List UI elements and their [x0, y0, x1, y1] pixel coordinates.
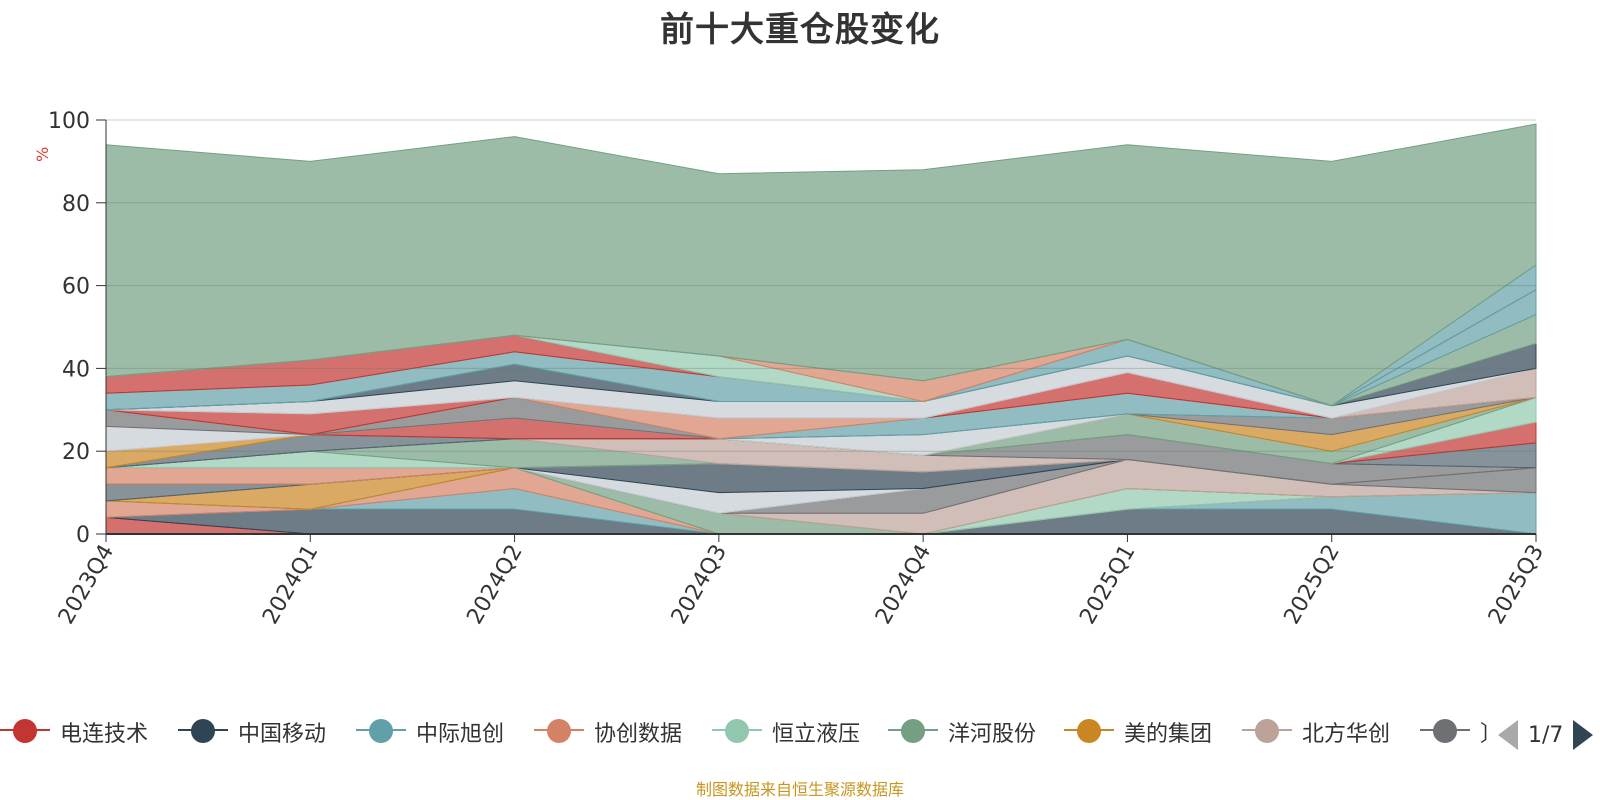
x-tick-label: 2025Q3 — [1484, 541, 1549, 629]
x-tick-label: 2024Q2 — [462, 541, 527, 629]
x-tick-label: 2024Q3 — [667, 541, 732, 629]
x-tick-label: 2025Q2 — [1280, 541, 1345, 629]
legend-dot-icon — [725, 719, 749, 743]
legend-label: 恒立液压 — [772, 722, 861, 747]
x-tick-label: 2025Q1 — [1075, 541, 1140, 629]
y-tick-label: 80 — [62, 192, 90, 217]
legend-label: 电连技术 — [60, 722, 149, 747]
legend-dot-icon — [191, 719, 215, 743]
legend-label: 中际旭创 — [416, 722, 505, 747]
source-note: 制图数据来自恒生聚源数据库 — [695, 780, 904, 799]
legend-next-arrow-icon[interactable] — [1573, 720, 1594, 750]
grid-layer — [106, 119, 1536, 452]
chart-title: 前十大重仓股变化 — [660, 10, 940, 50]
legend-dot-icon — [369, 719, 393, 743]
y-tick-label: 0 — [76, 523, 90, 548]
legend-dot-icon — [1433, 719, 1457, 743]
legend-label: 洋河股份 — [948, 722, 1037, 747]
legend-dot-icon — [1077, 719, 1101, 743]
y-axis-unit-label: % — [33, 147, 52, 162]
legend-prev-arrow-icon[interactable] — [1498, 720, 1518, 750]
legend-page-indicator: 1/7 — [1528, 722, 1564, 748]
y-tick-label: 40 — [62, 357, 90, 382]
legend-dot-icon — [13, 719, 37, 743]
legend-label: 〕 — [1480, 716, 1496, 748]
legend-label: 协创数据 — [594, 722, 683, 747]
legend-label: 美的集团 — [1124, 722, 1213, 747]
y-tick-label: 20 — [62, 440, 90, 465]
legend-dot-icon — [1255, 719, 1279, 743]
legend-pager: 1/7 — [1498, 718, 1594, 752]
x-tick-label: 2024Q4 — [871, 541, 936, 629]
y-tick-label: 60 — [62, 275, 90, 300]
y-tick-label: 100 — [48, 109, 90, 134]
legend-dot-icon — [547, 719, 571, 743]
x-tick-label: 2024Q1 — [258, 541, 323, 629]
area-layer — [105, 123, 1537, 535]
legend-label: 北方华创 — [1302, 722, 1391, 747]
legend-label: 中国移动 — [238, 722, 327, 747]
x-tick-label: 2023Q4 — [54, 541, 119, 629]
legend-dot-icon — [901, 719, 925, 743]
legend: 电连技术 中国移动 中际旭创 协创数据 恒立液压 洋河股份 美的集团 北方华创 〕 — [0, 710, 1496, 750]
area-series-37 — [105, 123, 1537, 407]
